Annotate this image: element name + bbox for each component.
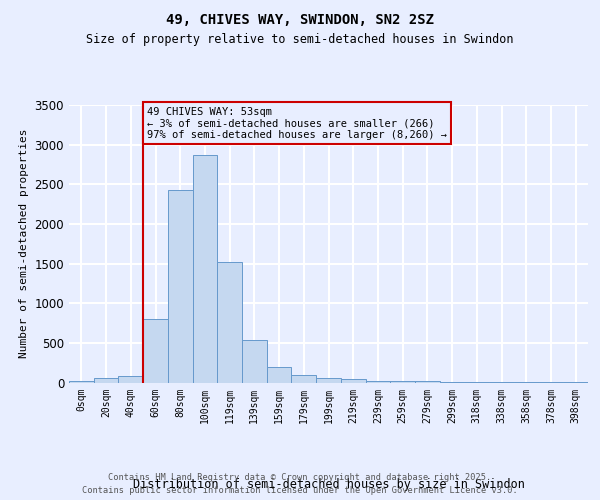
Bar	[193, 155, 217, 382]
Bar	[94, 378, 118, 382]
Bar	[316, 378, 341, 382]
Bar	[168, 190, 193, 382]
Bar	[267, 367, 292, 382]
Text: 49, CHIVES WAY, SWINDON, SN2 2SZ: 49, CHIVES WAY, SWINDON, SN2 2SZ	[166, 12, 434, 26]
Bar	[69, 380, 94, 382]
Bar	[292, 374, 316, 382]
Bar	[242, 340, 267, 382]
Text: Size of property relative to semi-detached houses in Swindon: Size of property relative to semi-detach…	[86, 32, 514, 46]
Bar	[118, 376, 143, 382]
X-axis label: Distribution of semi-detached houses by size in Swindon: Distribution of semi-detached houses by …	[133, 478, 524, 491]
Text: 49 CHIVES WAY: 53sqm
← 3% of semi-detached houses are smaller (266)
97% of semi-: 49 CHIVES WAY: 53sqm ← 3% of semi-detach…	[147, 106, 447, 140]
Bar	[341, 380, 365, 382]
Bar	[365, 380, 390, 382]
Y-axis label: Number of semi-detached properties: Number of semi-detached properties	[19, 129, 29, 358]
Bar	[390, 381, 415, 382]
Text: Contains HM Land Registry data © Crown copyright and database right 2025.
Contai: Contains HM Land Registry data © Crown c…	[82, 473, 518, 495]
Bar	[143, 319, 168, 382]
Bar	[217, 262, 242, 382]
